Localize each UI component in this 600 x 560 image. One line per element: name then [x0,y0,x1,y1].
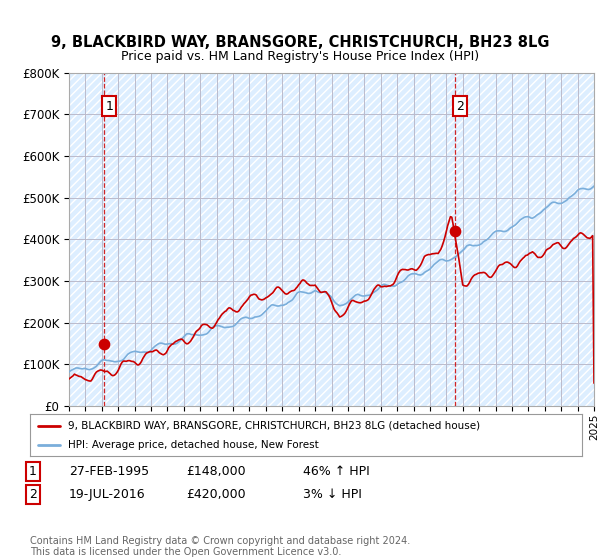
Text: 19-JUL-2016: 19-JUL-2016 [69,488,146,501]
Text: 1: 1 [105,100,113,113]
Text: 2: 2 [29,488,37,501]
Text: 9, BLACKBIRD WAY, BRANSGORE, CHRISTCHURCH, BH23 8LG: 9, BLACKBIRD WAY, BRANSGORE, CHRISTCHURC… [51,35,549,50]
Text: Contains HM Land Registry data © Crown copyright and database right 2024.
This d: Contains HM Land Registry data © Crown c… [30,535,410,557]
Text: 27-FEB-1995: 27-FEB-1995 [69,465,149,478]
Text: 2: 2 [457,100,464,113]
Text: £420,000: £420,000 [186,488,245,501]
Text: 1: 1 [29,465,37,478]
Text: Price paid vs. HM Land Registry's House Price Index (HPI): Price paid vs. HM Land Registry's House … [121,50,479,63]
Text: HPI: Average price, detached house, New Forest: HPI: Average price, detached house, New … [68,440,318,450]
Text: £148,000: £148,000 [186,465,245,478]
Text: 9, BLACKBIRD WAY, BRANSGORE, CHRISTCHURCH, BH23 8LG (detached house): 9, BLACKBIRD WAY, BRANSGORE, CHRISTCHURC… [68,421,479,431]
Text: 3% ↓ HPI: 3% ↓ HPI [303,488,362,501]
Text: 46% ↑ HPI: 46% ↑ HPI [303,465,370,478]
Point [100,340,109,349]
Point [451,227,460,236]
